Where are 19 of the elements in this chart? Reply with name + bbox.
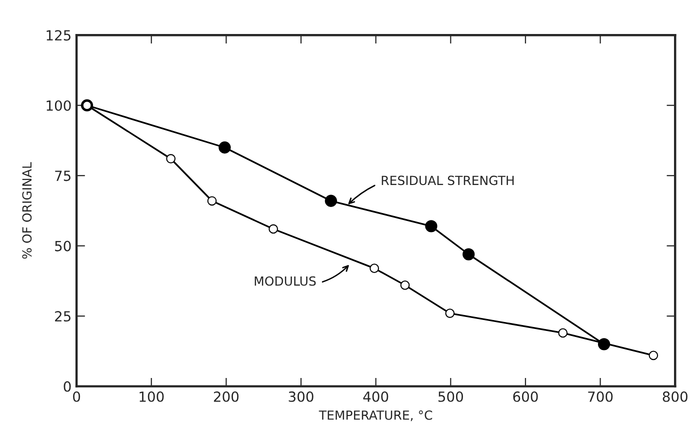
x-tick-label: 500	[438, 391, 463, 402]
y-tick-label: 125	[46, 30, 70, 41]
y-tick-label: 50	[55, 240, 71, 252]
y-tick-label: 0	[64, 381, 71, 392]
y-tick-label: 100	[46, 100, 71, 111]
y-axis-title: % OF ORIGINAL	[22, 162, 32, 259]
x-tick-label: 0	[73, 391, 80, 402]
annotation: RESIDUAL STRENGTH	[382, 176, 514, 186]
x-axis-title: TEMPERATURE, °C	[318, 410, 432, 422]
y-tick-label: 75	[55, 170, 70, 182]
x-tick-label: 100	[140, 391, 164, 402]
x-tick-label: 300	[288, 391, 314, 402]
x-tick-label: 600	[513, 391, 538, 402]
x-tick-label: 400	[363, 391, 388, 402]
annotation: MODULUS	[254, 276, 316, 286]
x-tick-label: 800	[662, 391, 688, 402]
x-tick-label: 700	[588, 391, 613, 402]
x-tick-label: 200	[214, 391, 239, 402]
y-tick-label: 25	[55, 311, 70, 322]
